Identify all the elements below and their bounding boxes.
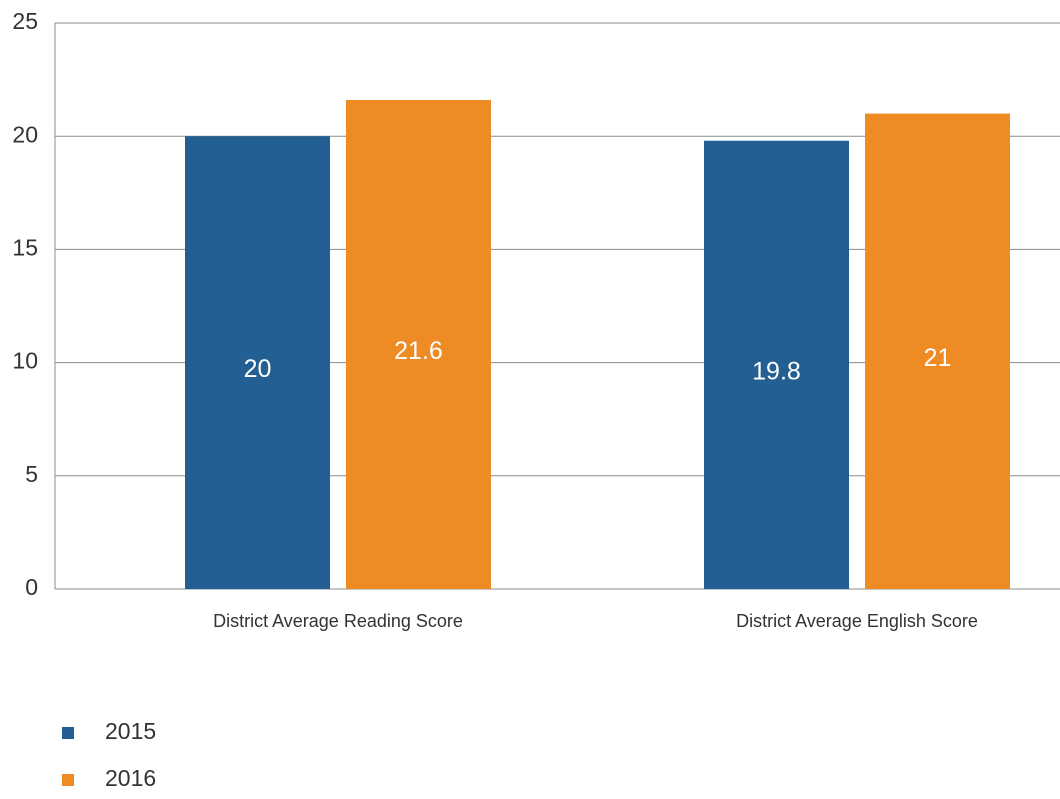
legend-label: 2015 (105, 718, 156, 744)
y-tick-label: 25 (12, 8, 38, 34)
y-tick-label: 20 (12, 121, 38, 147)
bar (865, 113, 1010, 589)
data-label: 21.6 (394, 337, 443, 365)
legend-swatch (62, 727, 74, 739)
bar (346, 99, 491, 589)
data-label: 21 (924, 344, 952, 372)
bar (704, 140, 849, 589)
x-tick-label: District Average English Score (736, 611, 978, 631)
y-tick-label: 5 (25, 461, 38, 487)
bar (185, 136, 330, 589)
legend-label: 2016 (105, 765, 156, 791)
y-tick-label: 0 (25, 574, 38, 600)
y-tick-label: 10 (12, 348, 38, 374)
y-tick-label: 15 (12, 234, 38, 260)
data-label: 20 (244, 355, 272, 383)
data-label: 19.8 (752, 357, 801, 385)
x-tick-label: District Average Reading Score (213, 611, 463, 631)
legend-swatch (62, 774, 74, 786)
